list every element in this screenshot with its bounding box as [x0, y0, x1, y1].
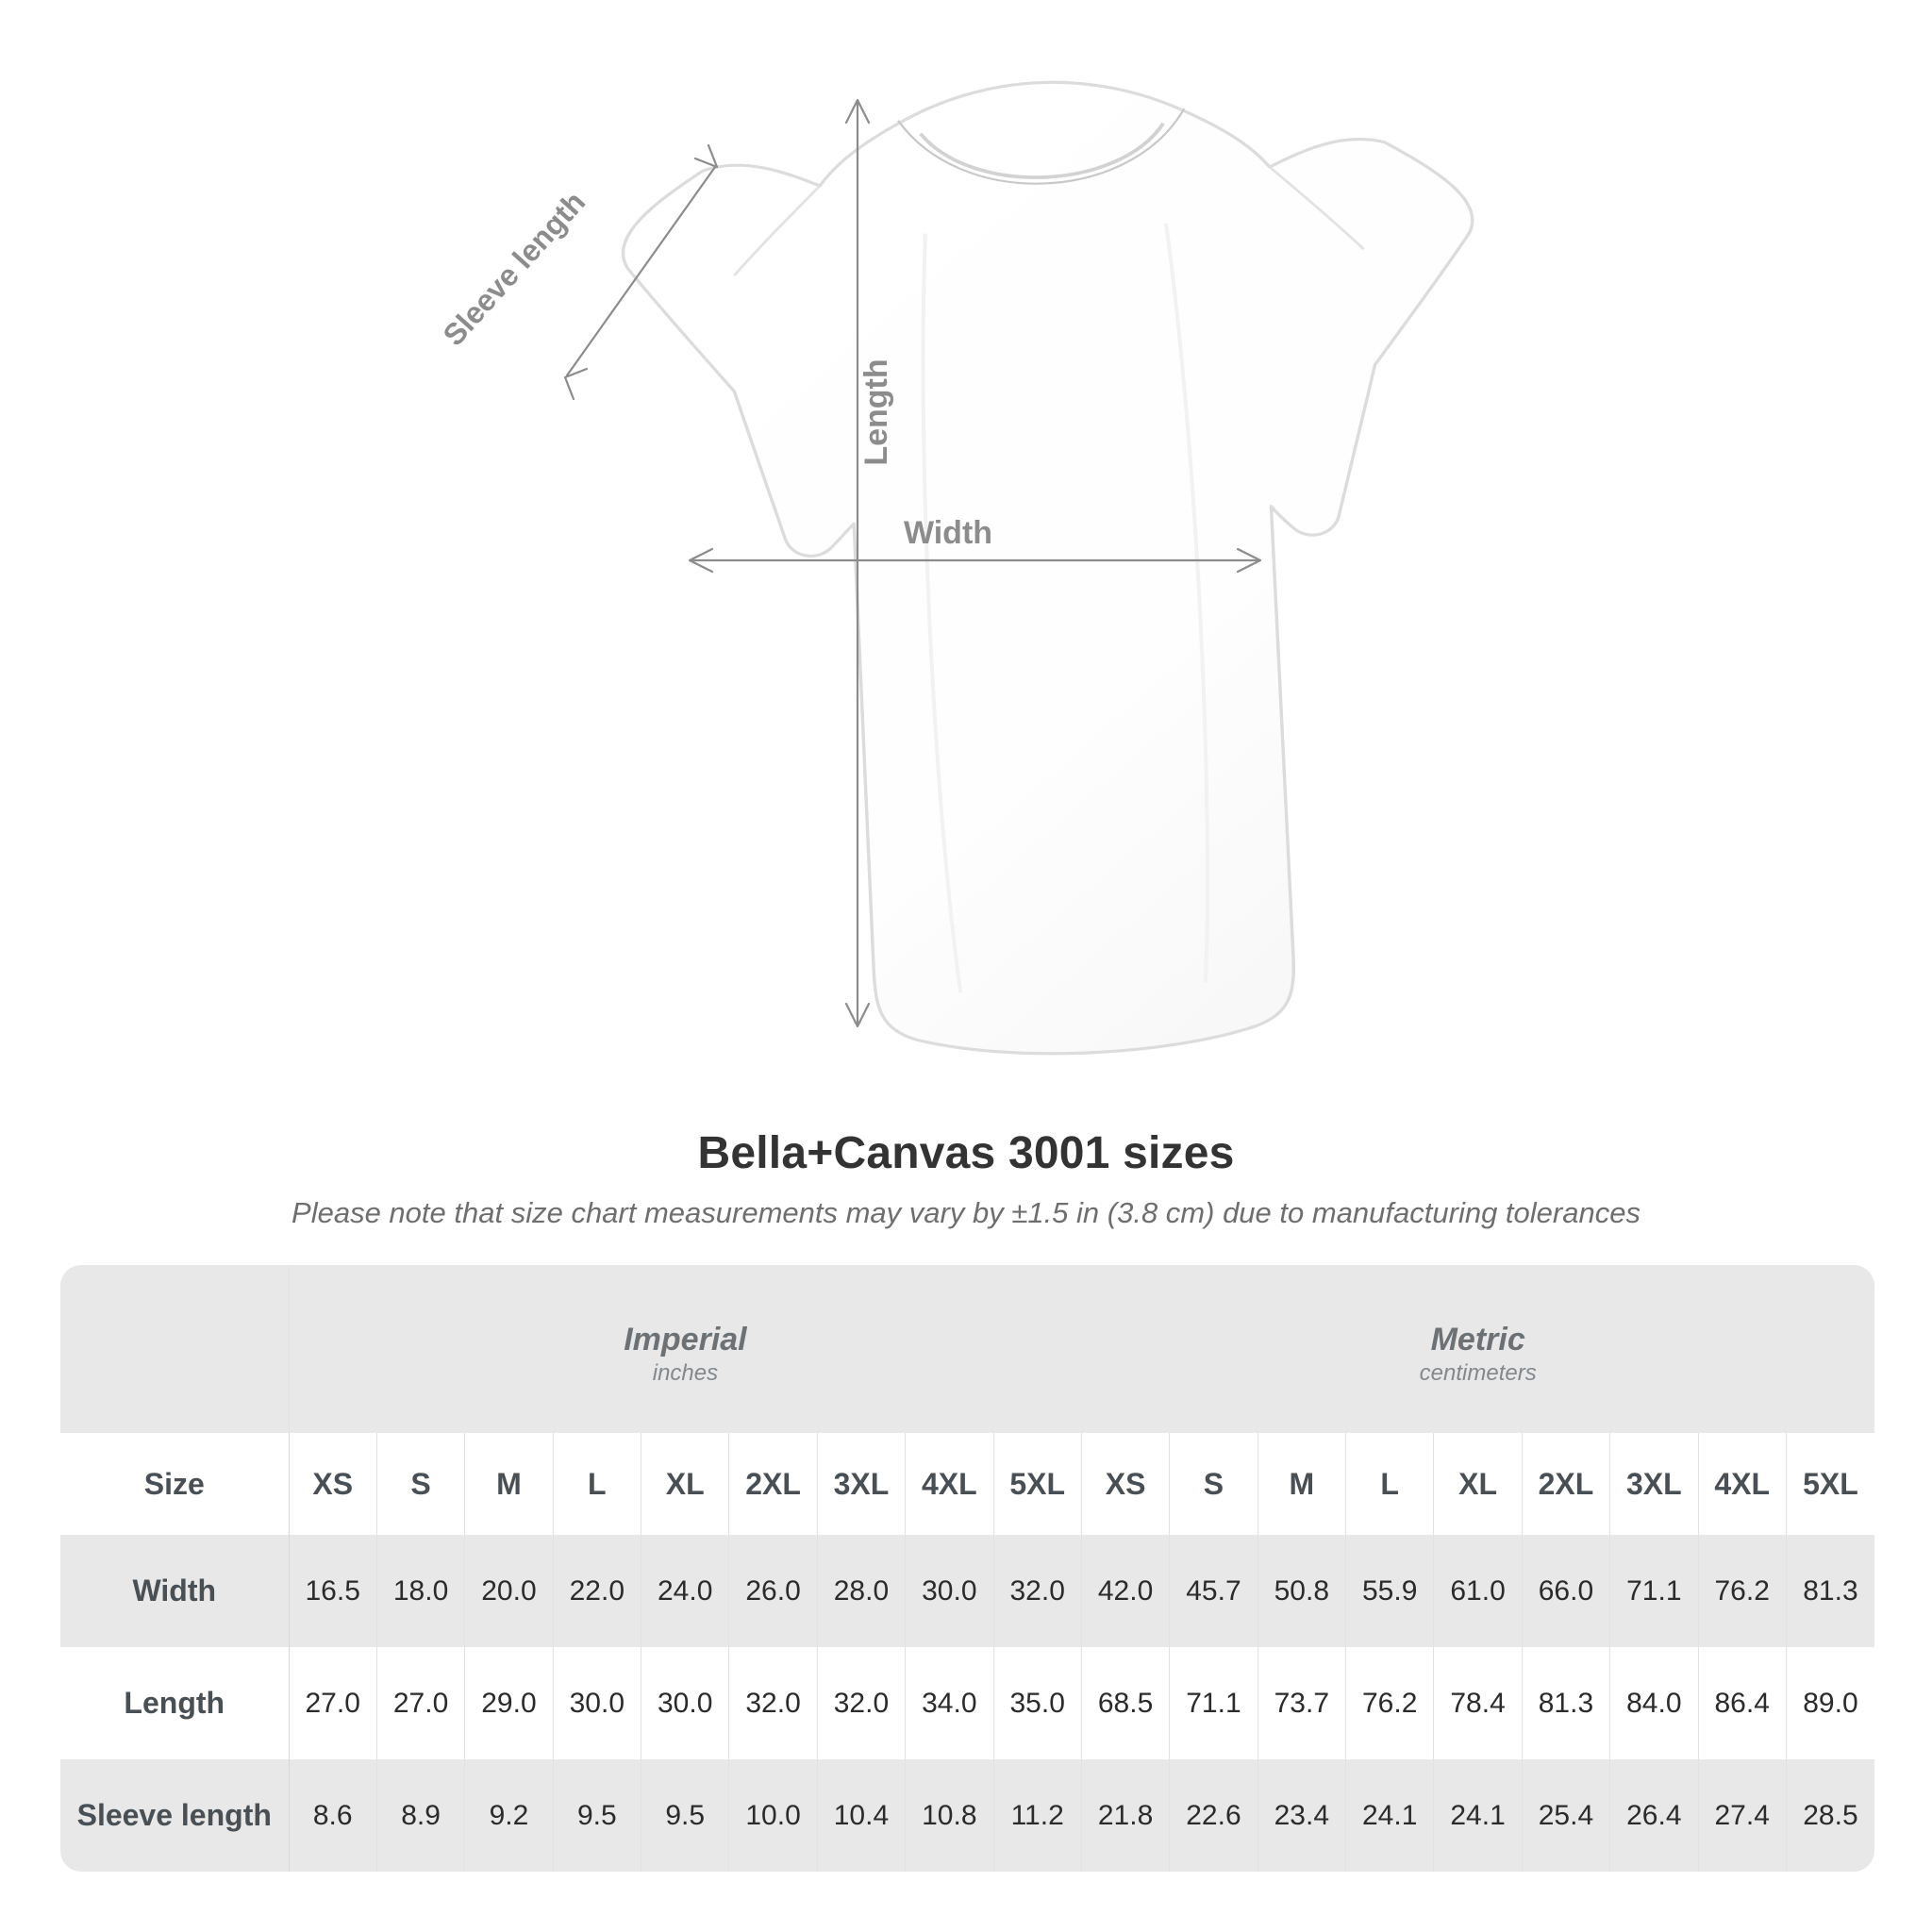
svg-text:Width: Width	[904, 515, 992, 551]
svg-text:Length: Length	[858, 358, 894, 465]
svg-text:Sleeve length: Sleeve length	[436, 185, 591, 352]
